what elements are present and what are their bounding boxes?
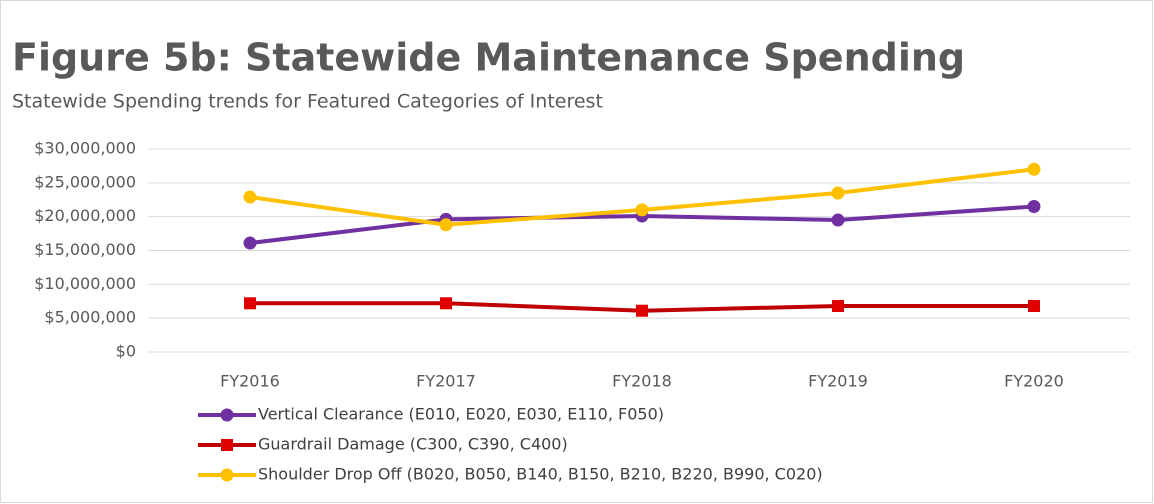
- data-point: [1028, 299, 1040, 312]
- x-tick-label: FY2020: [1004, 372, 1064, 391]
- legend-label: Vertical Clearance (E010, E020, E030, E1…: [258, 405, 664, 424]
- data-point: [244, 297, 256, 310]
- data-point: [1027, 162, 1041, 176]
- data-point: [440, 297, 452, 310]
- x-tick-label: FY2017: [416, 372, 476, 391]
- data-point: [243, 236, 257, 250]
- data-point: [831, 213, 845, 227]
- data-point: [832, 299, 844, 312]
- y-tick-label: $5,000,000: [44, 308, 136, 327]
- y-tick-label: $0: [116, 342, 136, 361]
- chart-title: Figure 5b: Statewide Maintenance Spendin…: [12, 36, 965, 80]
- x-tick-label: FY2019: [808, 372, 868, 391]
- x-tick-label: FY2016: [220, 372, 280, 391]
- y-tick-label: $25,000,000: [34, 172, 136, 191]
- data-point: [439, 218, 453, 232]
- legend-marker: [221, 439, 233, 451]
- data-point: [1027, 200, 1041, 214]
- y-tick-label: $30,000,000: [34, 139, 136, 158]
- x-tick-label: FY2018: [612, 372, 672, 391]
- y-tick-label: $15,000,000: [34, 240, 136, 259]
- data-point: [243, 190, 257, 204]
- y-tick-label: $20,000,000: [34, 206, 136, 225]
- legend-label: Guardrail Damage (C300, C390, C400): [258, 435, 568, 454]
- chart-subtitle: Statewide Spending trends for Featured C…: [12, 91, 603, 113]
- data-point: [636, 304, 648, 317]
- legend-marker: [220, 408, 234, 422]
- data-point: [831, 186, 845, 200]
- legend-marker: [220, 468, 234, 482]
- legend-label: Shoulder Drop Off (B020, B050, B140, B15…: [258, 465, 823, 484]
- y-tick-label: $10,000,000: [34, 274, 136, 293]
- data-point: [635, 203, 649, 217]
